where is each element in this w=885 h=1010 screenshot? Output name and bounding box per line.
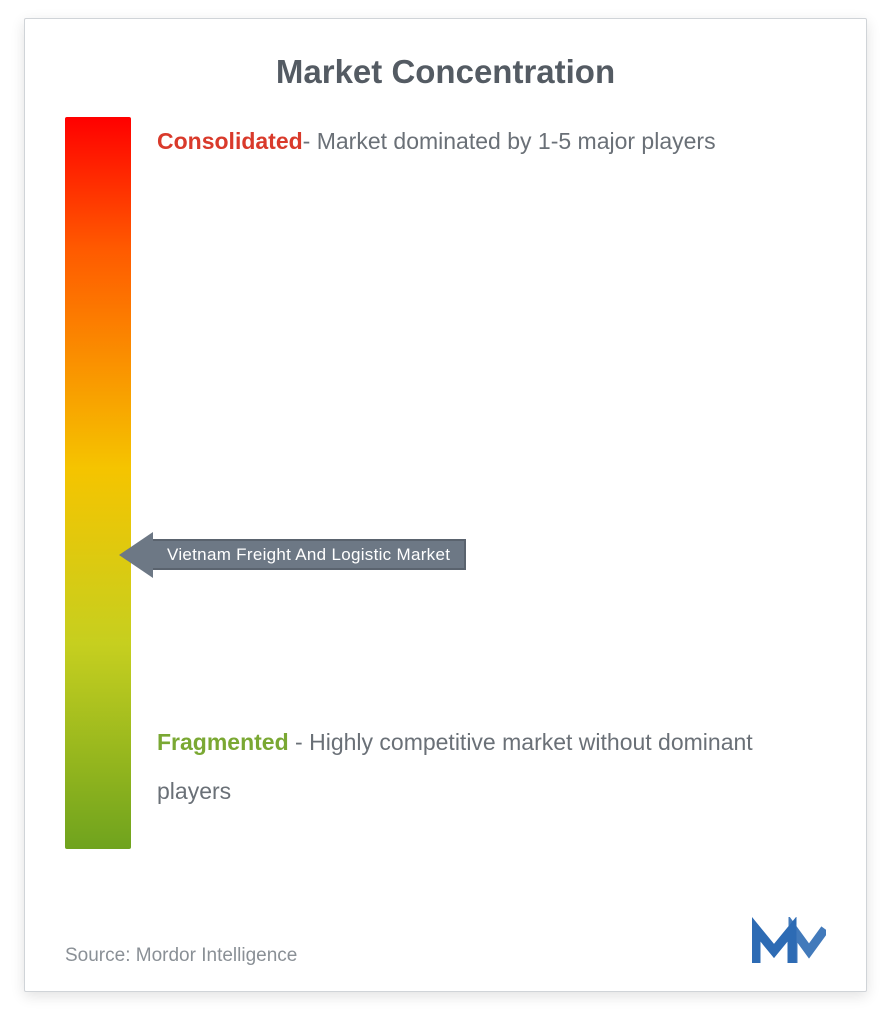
fragmented-term: Fragmented xyxy=(157,729,289,755)
indicator-arrow-label: Vietnam Freight And Logistic Market xyxy=(153,539,466,570)
source-text: Source: Mordor Intelligence xyxy=(65,945,297,967)
consolidated-term: Consolidated xyxy=(157,128,303,154)
chart-body: Consolidated- Market dominated by 1-5 ma… xyxy=(65,117,826,913)
labels-column: Consolidated- Market dominated by 1-5 ma… xyxy=(157,117,826,849)
card-footer: Source: Mordor Intelligence xyxy=(65,917,826,967)
mordor-logo-icon xyxy=(752,917,826,967)
arrow-head-icon xyxy=(119,532,153,578)
market-concentration-card: Market Concentration Consolidated- Marke… xyxy=(24,18,867,992)
consolidated-separator: - xyxy=(303,128,317,154)
fragmented-label-block: Fragmented - Highly competitive market w… xyxy=(157,718,816,815)
consolidated-description: Market dominated by 1-5 major players xyxy=(317,128,716,154)
brand-logo xyxy=(752,917,826,967)
concentration-gradient-bar xyxy=(65,117,131,849)
indicator-arrow: Vietnam Freight And Logistic Market xyxy=(119,532,466,578)
consolidated-label-block: Consolidated- Market dominated by 1-5 ma… xyxy=(157,117,816,165)
fragmented-separator: - xyxy=(289,729,309,755)
chart-title: Market Concentration xyxy=(65,53,826,91)
